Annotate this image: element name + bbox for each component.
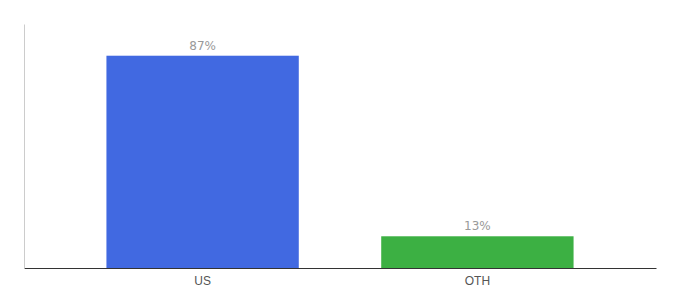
x-axis-line [25, 268, 657, 269]
data-label: 13% [464, 219, 491, 233]
x-tick: US [194, 274, 211, 288]
y-axis [24, 25, 25, 269]
bar [381, 236, 573, 268]
bar [106, 56, 298, 268]
data-label: 87% [189, 39, 216, 53]
x-tick-label: US [194, 274, 211, 288]
x-tick: OTH [465, 274, 490, 288]
x-tick-label: OTH [465, 274, 490, 288]
data-labels: 87% 13% [189, 39, 490, 234]
plot-area: 87% 13% US OTH [25, 25, 657, 288]
x-axis: US OTH [25, 269, 657, 288]
y-axis-line [24, 25, 25, 269]
chart-svg: 87% 13% US OTH [0, 0, 680, 300]
bars [106, 56, 573, 268]
chart-container: 87% 13% US OTH [0, 0, 680, 300]
